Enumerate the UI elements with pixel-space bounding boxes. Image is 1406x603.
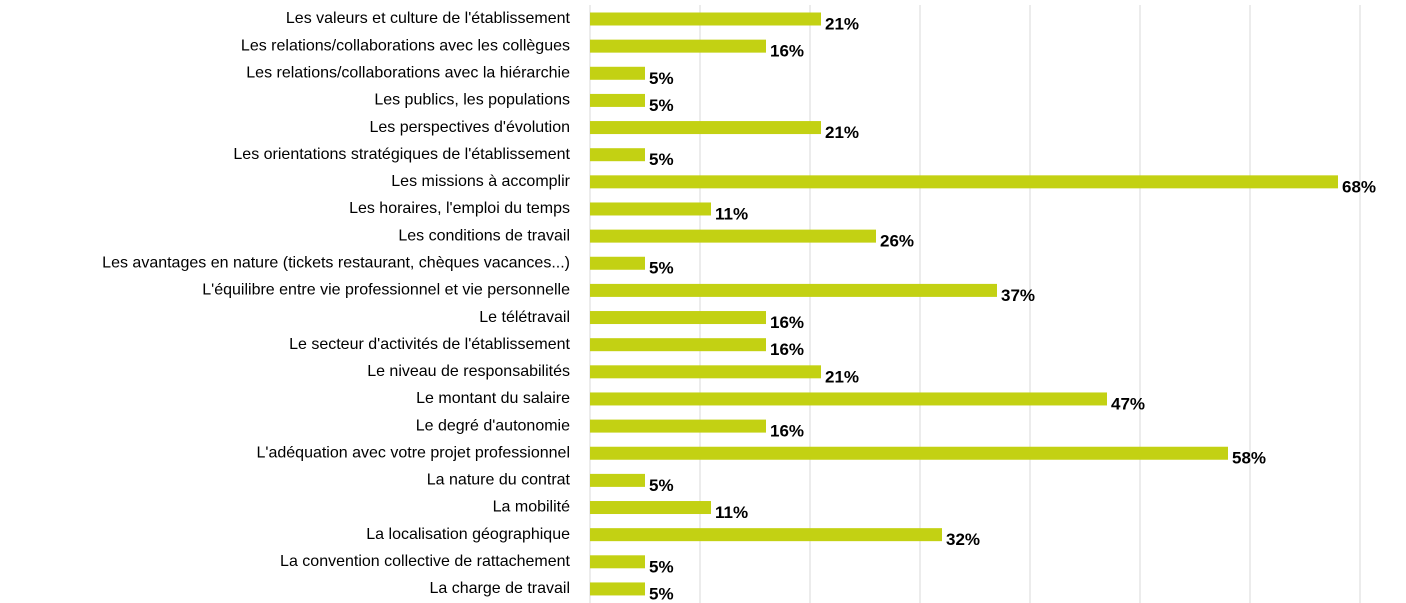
bar — [590, 311, 766, 325]
bar — [590, 148, 645, 162]
value-label: 5% — [649, 584, 674, 603]
value-label: 47% — [1111, 394, 1145, 413]
value-label: 21% — [825, 14, 859, 33]
category-label: Les relations/collaborations avec la hié… — [246, 64, 570, 81]
bar — [590, 121, 821, 135]
value-label: 5% — [649, 96, 674, 115]
bar — [590, 555, 645, 569]
bar — [590, 528, 942, 542]
value-label: 26% — [880, 232, 914, 251]
bar — [590, 501, 711, 515]
category-label: Le degré d'autonomie — [416, 417, 570, 434]
bar — [590, 175, 1338, 189]
category-label: Les conditions de travail — [398, 227, 570, 244]
value-label: 21% — [825, 123, 859, 142]
bar — [590, 446, 1228, 460]
value-label: 11% — [715, 503, 748, 522]
bar — [590, 338, 766, 352]
category-label: Les missions à accomplir — [391, 173, 570, 190]
category-label: Les horaires, l'emploi du temps — [349, 200, 570, 217]
value-label: 21% — [825, 367, 859, 386]
category-label: Le niveau de responsabilités — [367, 363, 570, 380]
value-label: 5% — [649, 476, 674, 495]
value-label: 5% — [649, 150, 674, 169]
value-label: 37% — [1001, 286, 1035, 305]
value-label: 16% — [770, 422, 804, 441]
category-label: La convention collective de rattachement — [280, 553, 571, 570]
bar — [590, 365, 821, 379]
category-label: Les relations/collaborations avec les co… — [241, 37, 570, 54]
value-label: 16% — [770, 313, 804, 332]
value-label: 11% — [715, 204, 748, 223]
category-label: La nature du contrat — [427, 472, 571, 489]
category-label: Le secteur d'activités de l'établissemen… — [289, 336, 570, 353]
bar — [590, 392, 1107, 406]
category-label: La charge de travail — [429, 580, 570, 597]
bar — [590, 229, 876, 243]
value-label: 68% — [1342, 177, 1376, 196]
bar — [590, 419, 766, 433]
category-label: Les publics, les populations — [374, 92, 570, 109]
value-label: 32% — [946, 530, 980, 549]
category-label: Le montant du salaire — [416, 390, 570, 407]
category-label: Les perspectives d'évolution — [369, 119, 570, 136]
value-label: 5% — [649, 69, 674, 88]
bar — [590, 582, 645, 596]
value-label: 5% — [649, 557, 674, 576]
value-label: 16% — [770, 340, 804, 359]
value-label: 58% — [1232, 449, 1266, 468]
category-label: Les avantages en nature (tickets restaur… — [102, 254, 570, 271]
bar — [590, 256, 645, 270]
category-label: Les orientations stratégiques de l'établ… — [233, 146, 570, 163]
value-label: 16% — [770, 42, 804, 61]
category-label: La mobilité — [493, 499, 570, 516]
bar — [590, 93, 645, 107]
category-label: L'équilibre entre vie professionnel et v… — [202, 282, 570, 299]
bar — [590, 39, 766, 53]
category-label: L'adéquation avec votre projet professio… — [257, 444, 570, 461]
bar — [590, 473, 645, 487]
category-label: Les valeurs et culture de l'établissemen… — [286, 10, 571, 27]
category-label: Le télétravail — [479, 309, 570, 326]
value-label: 5% — [649, 259, 674, 278]
bar — [590, 66, 645, 80]
bar — [590, 202, 711, 216]
bar — [590, 12, 821, 26]
category-label: La localisation géographique — [366, 526, 570, 543]
bar — [590, 283, 997, 297]
